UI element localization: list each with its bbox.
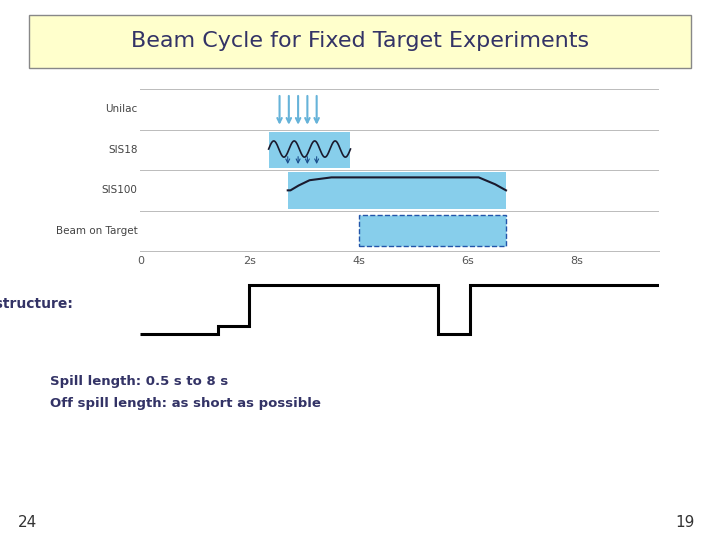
Bar <box>269 132 351 168</box>
Text: Off spill length: as short as possible: Off spill length: as short as possible <box>50 397 321 410</box>
Text: Beam on Target: Beam on Target <box>56 226 138 236</box>
Text: Beam Cycle for Fixed Target Experiments: Beam Cycle for Fixed Target Experiments <box>131 31 589 51</box>
Text: SIS18: SIS18 <box>108 145 138 155</box>
Text: Unilac: Unilac <box>105 104 138 114</box>
Bar <box>359 215 506 246</box>
Bar <box>288 172 506 208</box>
Text: SIS100: SIS100 <box>102 185 138 195</box>
Text: Spill structure:: Spill structure: <box>0 296 73 310</box>
Text: 19: 19 <box>675 515 695 530</box>
FancyBboxPatch shape <box>29 15 691 68</box>
Text: Spill length: 0.5 s to 8 s: Spill length: 0.5 s to 8 s <box>50 375 229 388</box>
Text: 24: 24 <box>18 515 37 530</box>
